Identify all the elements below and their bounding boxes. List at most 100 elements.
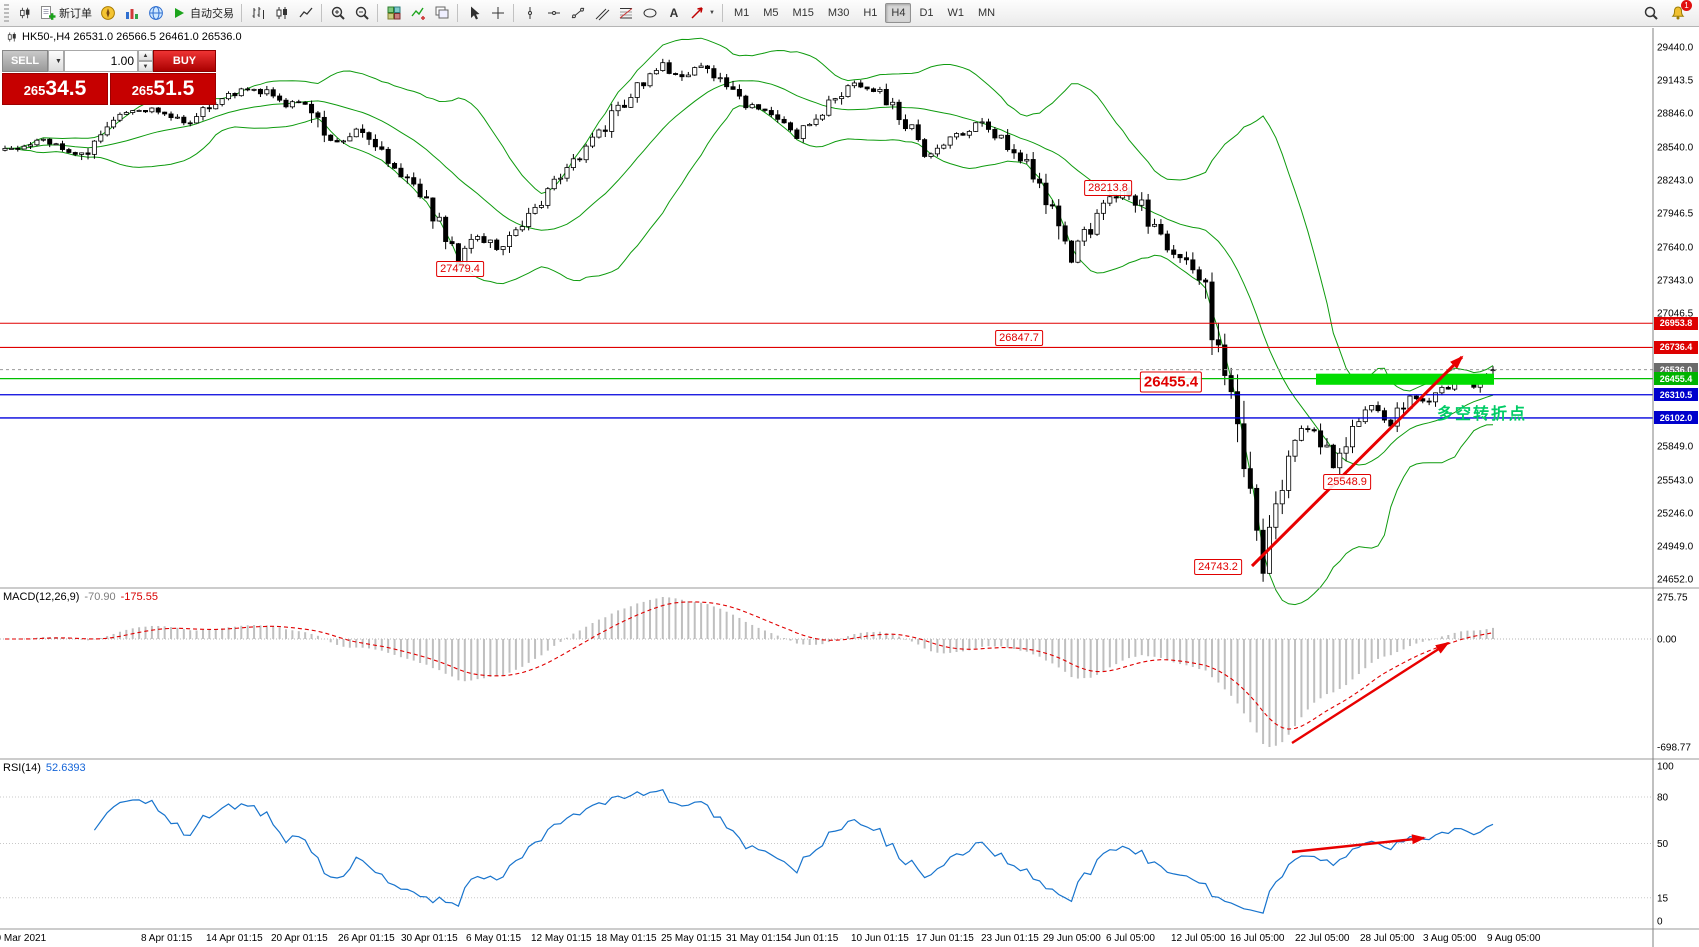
rsi-name: RSI(14) [3, 762, 41, 774]
arrow-tool-dropdown: ▼ [709, 10, 715, 16]
toolbar-grip[interactable] [4, 4, 9, 22]
time-axis-label: 31 May 01:15 [726, 933, 787, 944]
one-click-prices: 265 34.5 265 51.5 [2, 73, 216, 105]
chart-window-button[interactable] [13, 2, 36, 24]
time-axis-label: 18 May 01:15 [596, 933, 657, 944]
bar-stats-icon [125, 9, 138, 19]
trend-arrow-main[interactable] [1250, 355, 1464, 568]
new-order-button[interactable]: 新订单 [37, 2, 95, 24]
timeframe-w1-button[interactable]: W1 [942, 3, 971, 23]
sell-button[interactable]: SELL [2, 50, 48, 72]
timeframe-h4-button[interactable]: H4 [885, 3, 912, 23]
line-chart-type-button[interactable] [294, 2, 317, 24]
annotation-note[interactable]: 多空转折点 [1436, 406, 1528, 423]
price-axis-label: 24652.0 [1657, 575, 1694, 586]
web-community-button[interactable] [144, 2, 167, 24]
price-callout[interactable]: 26455.4 [1139, 371, 1203, 393]
candlestick-series[interactable] [2, 58, 1496, 582]
macd-signal-value: -175.55 [120, 591, 158, 603]
timeframe-mn-button[interactable]: MN [972, 3, 1001, 23]
time-axis-label: 12 May 01:15 [531, 933, 592, 944]
fibonacci-tool-button[interactable] [614, 2, 637, 24]
bollinger-middle [5, 80, 1494, 466]
timeframe-m15-button[interactable]: M15 [787, 3, 820, 23]
search-icon [1644, 6, 1658, 20]
price-tag: 26310.5 [1654, 388, 1698, 402]
rsi-axis-label: 80 [1657, 793, 1669, 804]
time-axis-label: 4 Jun 01:15 [786, 933, 839, 944]
zoom-in-icon [331, 6, 345, 20]
text-tool-button[interactable]: A [662, 2, 685, 24]
search-button[interactable] [1639, 2, 1662, 24]
buy-price[interactable]: 265 51.5 [110, 73, 216, 105]
time-axis-label: 17 Jun 01:15 [916, 933, 974, 944]
zoom-out-button[interactable] [350, 2, 373, 24]
price-callout[interactable]: 26847.7 [995, 330, 1043, 346]
play-icon [175, 8, 184, 18]
timeframe-m5-button[interactable]: M5 [757, 3, 784, 23]
alerts-button[interactable]: 1 [1666, 0, 1692, 24]
svg-text:A: A [669, 6, 678, 20]
toolbar-separator [513, 4, 514, 22]
zoom-in-button[interactable] [326, 2, 349, 24]
one-click-controls: SELL ▼ ▲ ▼ BUY [2, 50, 216, 72]
symbol-ohlc-info: HK50-,H4 26531.0 26566.5 26461.0 26536.0 [6, 31, 242, 43]
time-axis[interactable]: 30 Mar 2021 8 Apr 01:15 14 Apr 01:15 20 Apr… [0, 933, 1541, 944]
trend-arrow-macd[interactable] [1291, 641, 1450, 745]
auto-trading-button[interactable]: 自动交易 [168, 2, 237, 24]
buy-button[interactable]: BUY [153, 50, 216, 72]
fibonacci-icon [619, 8, 632, 19]
chart-tab-icon [7, 32, 16, 42]
time-axis-label: 22 Jul 05:00 [1295, 933, 1350, 944]
price-axis-label: 24949.0 [1657, 542, 1694, 553]
candlestick-type-button[interactable] [270, 2, 293, 24]
rsi-line [93, 788, 1494, 914]
price-callout[interactable]: 28213.8 [1084, 180, 1132, 196]
shapes-tool-button[interactable] [638, 2, 661, 24]
price-axis-label: 27640.0 [1657, 243, 1694, 254]
chart-plot[interactable] [0, 28, 1653, 588]
tile-windows-button[interactable] [382, 2, 405, 24]
time-axis-label: 14 Apr 01:15 [206, 933, 263, 944]
price-callout[interactable]: 25548.9 [1323, 474, 1371, 490]
arrow-tool-button[interactable]: ▼ [686, 2, 718, 24]
channel-tool-button[interactable] [590, 2, 613, 24]
chart-canvas[interactable]: 29440.0 29143.5 28846.0 28540.0 28243.0 27946… [0, 28, 1699, 947]
compass-button[interactable] [96, 2, 119, 24]
vertical-line-tool-button[interactable] [518, 2, 541, 24]
volume-dropdown-button[interactable]: ▼ [48, 50, 64, 72]
time-axis-label: 30 Apr 01:15 [401, 933, 458, 944]
sell-price[interactable]: 265 34.5 [2, 73, 108, 105]
bar-chart-type-button[interactable] [246, 2, 269, 24]
toolbar-separator [457, 4, 458, 22]
timeframe-d1-button[interactable]: D1 [913, 3, 939, 23]
volume-input[interactable] [64, 50, 138, 72]
timeframe-m1-button[interactable]: M1 [728, 3, 755, 23]
market-stats-button[interactable] [120, 2, 143, 24]
time-axis-label: 9 Aug 05:00 [1487, 933, 1541, 944]
cursor-button[interactable] [462, 2, 485, 24]
time-axis-label: 16 Jul 05:00 [1230, 933, 1285, 944]
candlestick-icon [276, 7, 287, 19]
rsi-axis-label: 100 [1657, 762, 1674, 773]
crosshair-button[interactable] [486, 2, 509, 24]
highlight-zone[interactable] [1316, 373, 1494, 385]
templates-button[interactable] [430, 2, 453, 24]
price-callout[interactable]: 27479.4 [436, 261, 484, 277]
macd-axis-label: 275.75 [1657, 593, 1688, 604]
volume-up-button[interactable]: ▲ [138, 50, 153, 61]
timeframe-m30-button[interactable]: M30 [822, 3, 855, 23]
price-callout[interactable]: 24743.2 [1194, 559, 1242, 575]
price-axis-label: 28540.0 [1657, 143, 1694, 154]
timeframe-h1-button[interactable]: H1 [857, 3, 883, 23]
horizontal-line-icon [547, 11, 560, 15]
trend-arrow-rsi[interactable] [1291, 834, 1426, 854]
indicators-button[interactable] [406, 2, 429, 24]
bollinger-upper [5, 37, 1494, 392]
volume-down-button[interactable]: ▼ [138, 61, 153, 72]
tile-windows-icon [387, 6, 400, 20]
trendline-tool-button[interactable] [566, 2, 589, 24]
time-axis-label: 23 Jun 01:15 [981, 933, 1039, 944]
horizontal-line-tool-button[interactable] [542, 2, 565, 24]
